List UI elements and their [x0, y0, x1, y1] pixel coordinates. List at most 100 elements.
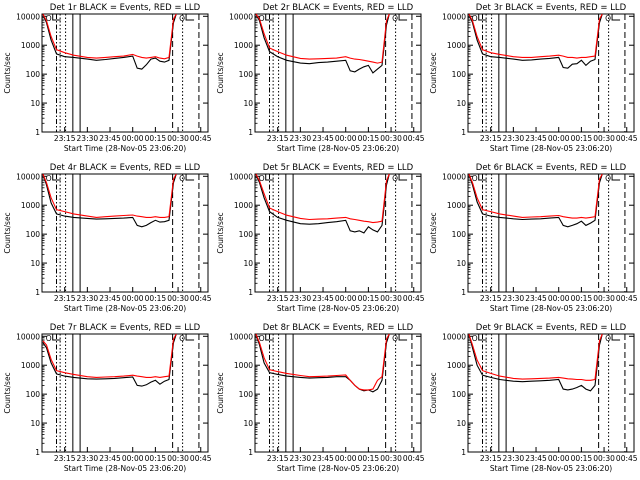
- x-tick-label: 00:00: [122, 294, 144, 303]
- x-tick-label: 00:45: [190, 134, 212, 143]
- y-tick-label: 1: [35, 128, 40, 137]
- y-tick-label: 10: [30, 99, 40, 108]
- plot-frame: [254, 333, 422, 453]
- x-tick-label: 00:30: [593, 454, 615, 463]
- x-tick-label: 23:15: [480, 294, 502, 303]
- x-tick-label: 23:15: [54, 294, 76, 303]
- chart-title: Det 1r BLACK = Events, RED = LLD: [50, 3, 201, 13]
- corner-marker-bracket: [611, 334, 621, 341]
- corner-marker-bracket: [265, 334, 274, 341]
- chart-svg-6: Det 6r BLACK = Events, RED = LLD 1 10 100 10…: [429, 163, 638, 313]
- x-tick-label: 23:45: [99, 294, 121, 303]
- corner-marker-label: O: [392, 334, 398, 343]
- x-tick-label: 23:30: [503, 134, 525, 143]
- y-tick-label: 1000: [234, 41, 253, 50]
- y-tick-label: 1000: [447, 361, 466, 370]
- y-tick-label: 1000: [234, 201, 253, 210]
- x-tick-label: 23:30: [77, 294, 99, 303]
- x-tick-label: 23:45: [312, 454, 334, 463]
- y-tick-label: 10: [30, 259, 40, 268]
- x-tick-label: 00:45: [403, 294, 425, 303]
- corner-marker-bracket: [52, 174, 61, 181]
- chart-panel-2: Det 2r BLACK = Events, RED = LLD 1 10 100 10…: [213, 0, 426, 160]
- x-tick-label: 23:30: [503, 454, 525, 463]
- x-tick-label: 00:45: [190, 294, 212, 303]
- x-tick-label: 00:00: [548, 294, 570, 303]
- y-tick-label: 1000: [234, 361, 253, 370]
- x-axis-label: Start Time (28-Nov-05 23:06:20): [490, 304, 612, 313]
- chart-svg-9: Det 9r BLACK = Events, RED = LLD 1 10 100 10…: [429, 323, 638, 473]
- corner-marker-label: O: [46, 14, 52, 23]
- y-axis-label: Counts/sec: [429, 372, 438, 413]
- x-tick-label: 23:30: [290, 454, 312, 463]
- x-axis-label: Start Time (28-Nov-05 23:06:20): [277, 464, 399, 473]
- chart-title: Det 8r BLACK = Events, RED = LLD: [263, 323, 414, 333]
- x-tick-label: 23:15: [54, 134, 76, 143]
- corner-marker-bracket: [611, 174, 621, 181]
- x-tick-label: 23:45: [99, 454, 121, 463]
- y-axis-label: Counts/sec: [3, 52, 12, 93]
- series-line-events: [255, 13, 390, 74]
- corner-marker-bracket: [478, 14, 487, 21]
- x-axis-label: Start Time (28-Nov-05 23:06:20): [277, 144, 399, 153]
- x-tick-label: 23:30: [290, 294, 312, 303]
- plot-frame: [467, 173, 635, 293]
- x-tick-label: 00:00: [122, 454, 144, 463]
- series-line-events: [42, 13, 177, 70]
- corner-marker-label: O: [605, 174, 611, 183]
- x-axis-label: Start Time (28-Nov-05 23:06:20): [490, 464, 612, 473]
- chart-title: Det 5r BLACK = Events, RED = LLD: [263, 163, 414, 173]
- corner-marker-bracket: [52, 334, 61, 341]
- x-tick-label: 23:15: [480, 454, 502, 463]
- x-tick-label: 23:45: [312, 294, 334, 303]
- x-tick-label: 00:45: [190, 454, 212, 463]
- corner-marker-bracket: [265, 174, 274, 181]
- x-tick-label: 23:45: [99, 134, 121, 143]
- x-tick-label: 00:30: [167, 294, 189, 303]
- x-tick-label: 23:15: [267, 134, 289, 143]
- chart-panel-4: Det 4r BLACK = Events, RED = LLD 1 10 100 10…: [0, 160, 213, 320]
- corner-marker-label: O: [46, 334, 52, 343]
- x-tick-label: 23:45: [312, 134, 334, 143]
- chart-svg-7: Det 7r BLACK = Events, RED = LLD 1 10 100 10…: [3, 323, 212, 473]
- y-tick-label: 10: [456, 419, 466, 428]
- corner-marker-label: O: [605, 334, 611, 343]
- chart-svg-3: Det 3r BLACK = Events, RED = LLD 1 10 100 10…: [429, 3, 638, 153]
- x-tick-label: 00:45: [403, 134, 425, 143]
- series-line-events: [255, 333, 390, 393]
- y-tick-label: 1: [248, 128, 253, 137]
- corner-marker-bracket: [398, 14, 408, 21]
- x-tick-label: 00:15: [145, 134, 167, 143]
- series-line-lld: [468, 173, 603, 219]
- y-tick-label: 1000: [447, 201, 466, 210]
- x-tick-label: 23:45: [525, 134, 547, 143]
- y-tick-label: 10: [243, 419, 253, 428]
- y-tick-label: 10000: [229, 172, 253, 181]
- y-tick-label: 1000: [21, 361, 40, 370]
- y-tick-label: 10: [30, 419, 40, 428]
- x-tick-label: 00:30: [167, 454, 189, 463]
- corner-marker-label: O: [472, 334, 478, 343]
- corner-marker-label: O: [472, 174, 478, 183]
- corner-marker-label: O: [605, 14, 611, 23]
- y-tick-label: 1000: [21, 41, 40, 50]
- y-tick-label: 10000: [16, 172, 40, 181]
- plot-frame: [467, 13, 635, 133]
- x-tick-label: 00:45: [403, 454, 425, 463]
- y-tick-label: 10000: [16, 332, 40, 341]
- chart-panel-5: Det 5r BLACK = Events, RED = LLD 1 10 100 10…: [213, 160, 426, 320]
- series-line-events: [255, 173, 390, 234]
- chart-svg-1: Det 1r BLACK = Events, RED = LLD 1 10 100 10…: [3, 3, 212, 153]
- y-tick-label: 100: [26, 230, 41, 239]
- series-line-events: [42, 173, 177, 228]
- y-tick-label: 10: [243, 259, 253, 268]
- x-tick-label: 00:15: [358, 294, 380, 303]
- x-axis-label: Start Time (28-Nov-05 23:06:20): [277, 304, 399, 313]
- chart-panel-9: Det 9r BLACK = Events, RED = LLD 1 10 100 10…: [426, 320, 639, 480]
- y-tick-label: 1: [35, 288, 40, 297]
- x-tick-label: 00:45: [616, 294, 638, 303]
- series-line-lld: [468, 333, 603, 381]
- corner-marker-bracket: [398, 174, 408, 181]
- series-line-lld: [468, 13, 603, 59]
